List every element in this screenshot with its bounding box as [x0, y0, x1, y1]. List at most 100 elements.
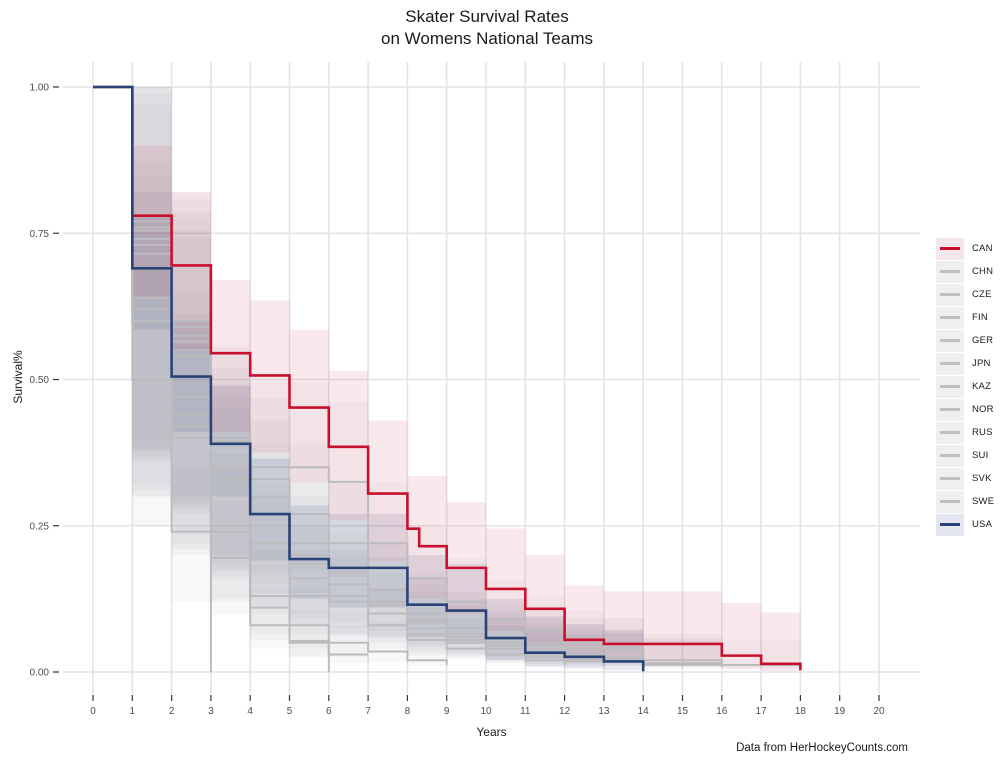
- legend-key-swatch: [936, 329, 964, 352]
- x-tick-label: 4: [247, 706, 253, 717]
- legend-item-SVK: SVK: [936, 467, 994, 490]
- survival-curves: [93, 85, 802, 672]
- x-tick-label: 9: [444, 706, 450, 717]
- legend-key-swatch: [936, 398, 964, 421]
- ci-band-NOR: [132, 192, 329, 673]
- chart-title-line2: on Womens National Teams: [381, 29, 593, 48]
- legend-line-swatch: [940, 270, 960, 273]
- legend-key-swatch: [936, 260, 964, 283]
- y-tick-label: 0.75: [30, 229, 50, 240]
- legend-item-CHN: CHN: [936, 260, 994, 283]
- legend-key-swatch: [936, 306, 964, 329]
- x-tick-label: 2: [169, 706, 175, 717]
- legend-line-swatch: [940, 477, 960, 480]
- legend-line-swatch: [940, 431, 960, 434]
- legend-label: JPN: [972, 358, 991, 369]
- ci-band-JPN: [132, 87, 644, 671]
- legend-key-swatch: [936, 283, 964, 306]
- x-tick-label: 11: [520, 706, 531, 717]
- ci-band-USA: [132, 215, 644, 671]
- ci-band-CAN: [132, 145, 801, 671]
- legend-item-FIN: FIN: [936, 306, 994, 329]
- ci-band-CHN: [132, 161, 369, 664]
- y-tick-label: 0.00: [30, 668, 50, 679]
- survival-curve-CAN: [93, 85, 802, 671]
- x-tick-label: 10: [480, 706, 492, 717]
- legend-item-SWE: SWE: [936, 490, 994, 513]
- legend-line-swatch: [940, 316, 960, 319]
- legend-item-GER: GER: [936, 329, 994, 352]
- legend-line-swatch: [940, 362, 960, 365]
- legend-line-swatch: [940, 500, 960, 503]
- x-tick-label: 17: [756, 706, 768, 717]
- legend-item-CAN: CAN: [936, 237, 994, 260]
- x-tick-label: 14: [638, 706, 650, 717]
- legend-label: RUS: [972, 427, 993, 438]
- legend-key-swatch: [936, 352, 964, 375]
- y-tick-label: 0.50: [30, 375, 50, 386]
- ci-band-FIN: [132, 87, 722, 670]
- x-tick-label: 6: [326, 706, 332, 717]
- x-tick-label: 20: [873, 706, 885, 717]
- legend-line-swatch: [940, 385, 960, 388]
- legend-item-USA: USA: [936, 513, 994, 536]
- legend-label: SVK: [972, 473, 992, 484]
- legend-label: SUI: [972, 450, 989, 461]
- legend: CAN CHN CZE FIN GER JPN KAZ NOR RUS SUI SVK SWE USA: [936, 237, 994, 536]
- legend-label: USA: [972, 519, 993, 530]
- data-source-caption: Data from HerHockeyCounts.com: [736, 742, 908, 754]
- legend-item-CZE: CZE: [936, 283, 994, 306]
- y-axis-title: Survival%: [11, 350, 25, 404]
- legend-item-JPN: JPN: [936, 352, 994, 375]
- legend-label: NOR: [972, 404, 994, 415]
- x-tick-label: 12: [559, 706, 571, 717]
- y-tick-label: 0.25: [30, 521, 50, 532]
- legend-line-swatch: [940, 339, 960, 342]
- survival-curve-CHN: [93, 86, 369, 656]
- ci-band-SUI: [132, 177, 565, 669]
- x-tick-label: 0: [90, 706, 96, 717]
- chart-title-line1: Skater Survival Rates: [405, 7, 569, 26]
- legend-item-RUS: RUS: [936, 421, 994, 444]
- x-tick-label: 1: [130, 706, 136, 717]
- legend-key-swatch: [936, 513, 964, 536]
- legend-label: SWE: [972, 496, 995, 507]
- legend-key-swatch: [936, 490, 964, 513]
- legend-line-swatch: [940, 408, 960, 411]
- x-tick-label: 18: [795, 706, 807, 717]
- survival-curve-USA: [93, 85, 645, 672]
- x-tick-label: 13: [598, 706, 610, 717]
- legend-line-swatch: [940, 293, 960, 296]
- x-tick-label: 16: [716, 706, 728, 717]
- x-tick-label: 19: [834, 706, 846, 717]
- legend-label: CZE: [972, 289, 992, 300]
- legend-label: CAN: [972, 243, 993, 254]
- legend-key-swatch: [936, 444, 964, 467]
- x-tick-label: 8: [405, 706, 411, 717]
- legend-line-swatch: [940, 523, 960, 526]
- ci-band-RUS: [132, 87, 722, 670]
- legend-label: FIN: [972, 312, 988, 323]
- legend-label: CHN: [972, 266, 994, 277]
- x-tick-label: 15: [677, 706, 689, 717]
- y-tick-label: 1.00: [30, 83, 50, 94]
- legend-key-swatch: [936, 375, 964, 398]
- legend-item-SUI: SUI: [936, 444, 994, 467]
- legend-line-swatch: [940, 247, 960, 250]
- x-axis-title: Years: [476, 725, 506, 739]
- legend-label: KAZ: [972, 381, 992, 392]
- x-tick-label: 7: [365, 706, 371, 717]
- legend-line-swatch: [940, 454, 960, 457]
- ci-band-SWE: [132, 87, 801, 671]
- ci-band-CZE: [132, 104, 644, 670]
- x-tick-label: 3: [208, 706, 214, 717]
- legend-key-swatch: [936, 421, 964, 444]
- x-tick-label: 5: [287, 706, 293, 717]
- legend-item-KAZ: KAZ: [936, 375, 994, 398]
- legend-key-swatch: [936, 237, 964, 260]
- chart-title: Skater Survival Rates on Womens National…: [0, 6, 974, 50]
- axes: 0 1 2 3 4 5 6 7 8 9 10 11 12 13 14 15 16 17 18 19 200.000.25…: [30, 83, 885, 718]
- legend-key-swatch: [936, 467, 964, 490]
